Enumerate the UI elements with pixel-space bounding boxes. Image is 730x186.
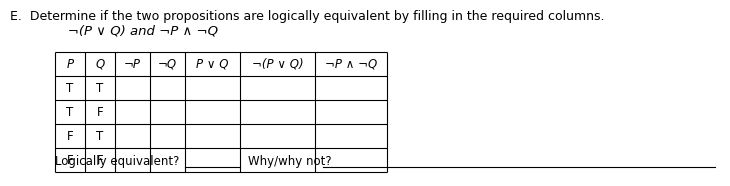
Text: F: F xyxy=(66,129,73,142)
Text: ¬(P ∨ Q): ¬(P ∨ Q) xyxy=(252,57,303,70)
Text: Logically equivalent?: Logically equivalent? xyxy=(55,155,180,169)
Text: T: T xyxy=(96,129,104,142)
Text: F: F xyxy=(96,105,104,118)
Text: F: F xyxy=(66,153,73,166)
Text: T: T xyxy=(66,81,74,94)
Text: Why/why not?: Why/why not? xyxy=(248,155,331,169)
Text: T: T xyxy=(96,81,104,94)
Text: ¬P: ¬P xyxy=(124,57,141,70)
Text: ¬(P ∨ Q) and ¬P ∧ ¬Q: ¬(P ∨ Q) and ¬P ∧ ¬Q xyxy=(55,24,218,37)
Text: Q: Q xyxy=(96,57,104,70)
Text: E.  Determine if the two propositions are logically equivalent by filling in the: E. Determine if the two propositions are… xyxy=(10,10,604,23)
Text: ¬Q: ¬Q xyxy=(158,57,177,70)
Text: ¬P ∧ ¬Q: ¬P ∧ ¬Q xyxy=(325,57,377,70)
Text: F: F xyxy=(96,153,104,166)
Text: P: P xyxy=(66,57,74,70)
Text: P ∨ Q: P ∨ Q xyxy=(196,57,228,70)
Text: T: T xyxy=(66,105,74,118)
